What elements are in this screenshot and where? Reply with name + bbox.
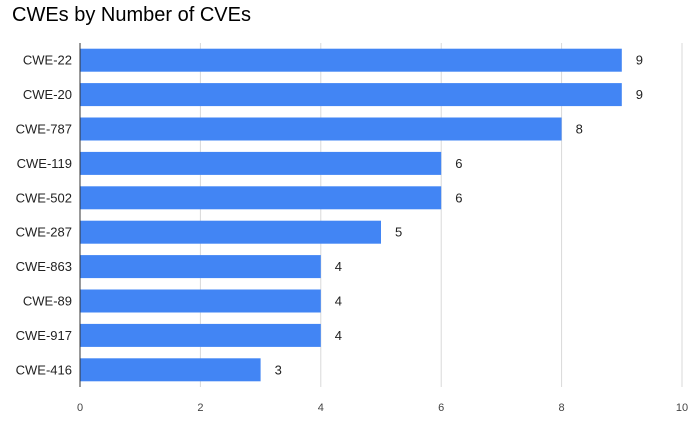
data-label-cwe-502: 6 bbox=[455, 190, 462, 205]
x-tick-label-4: 8 bbox=[559, 402, 565, 414]
category-label-cwe-89: CWE-89 bbox=[23, 294, 72, 309]
x-tick-label-3: 6 bbox=[438, 402, 444, 414]
bar-cwe-416 bbox=[80, 358, 261, 382]
bar-cwe-89 bbox=[80, 289, 321, 313]
category-label-cwe-863: CWE-863 bbox=[16, 259, 72, 274]
data-label-cwe-917: 4 bbox=[335, 328, 342, 343]
bar-cwe-863 bbox=[80, 255, 321, 279]
data-label-cwe-863: 4 bbox=[335, 259, 342, 274]
bar-cwe-119 bbox=[80, 151, 442, 175]
data-label-cwe-119: 6 bbox=[455, 156, 462, 171]
category-label-cwe-787: CWE-787 bbox=[16, 122, 72, 137]
bar-cwe-287 bbox=[80, 220, 381, 244]
x-tick-label-1: 2 bbox=[197, 402, 203, 414]
data-label-cwe-20: 9 bbox=[636, 87, 643, 102]
category-label-cwe-917: CWE-917 bbox=[16, 328, 72, 343]
bar-cwe-22 bbox=[80, 48, 622, 72]
category-label-cwe-502: CWE-502 bbox=[16, 190, 72, 205]
data-label-cwe-787: 8 bbox=[576, 122, 583, 137]
category-label-cwe-416: CWE-416 bbox=[16, 362, 72, 377]
category-label-cwe-287: CWE-287 bbox=[16, 225, 72, 240]
data-label-cwe-416: 3 bbox=[275, 362, 282, 377]
data-label-cwe-89: 4 bbox=[335, 294, 342, 309]
bar-cwe-787 bbox=[80, 117, 562, 141]
bar-cwe-917 bbox=[80, 323, 321, 347]
x-tick-label-2: 4 bbox=[318, 402, 324, 414]
category-label-cwe-20: CWE-20 bbox=[23, 87, 72, 102]
x-tick-label-5: 10 bbox=[676, 402, 688, 414]
labels: 0 2 4 6 8 10 CWE-22 9 CWE-20 9 CWE-787 8 CWE-119 6 CWE… bbox=[16, 53, 688, 414]
chart-title: CWEs by Number of CVEs bbox=[12, 4, 251, 26]
bar-cwe-502 bbox=[80, 186, 442, 210]
category-label-cwe-22: CWE-22 bbox=[23, 53, 72, 68]
bar-cwe-20 bbox=[80, 83, 622, 107]
bars bbox=[80, 48, 622, 382]
x-tick-label-0: 0 bbox=[77, 402, 83, 414]
data-label-cwe-287: 5 bbox=[395, 225, 402, 240]
category-label-cwe-119: CWE-119 bbox=[17, 156, 72, 171]
data-label-cwe-22: 9 bbox=[636, 53, 643, 68]
